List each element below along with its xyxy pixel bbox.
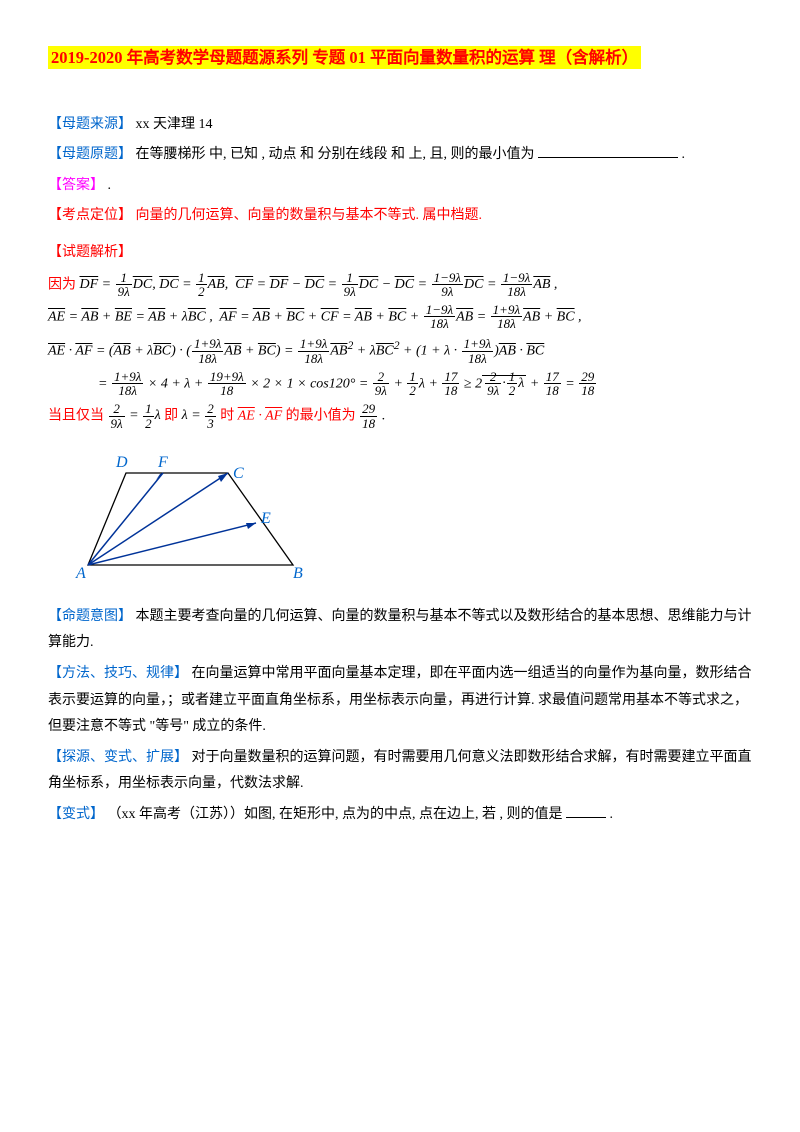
analysis-row: 【试题解析】 (48, 240, 752, 267)
variant-row: 【变式】 （xx 年高考（江苏））如图, 在矩形中, 点为的中点, 点在边上, … (48, 802, 752, 829)
location-row: 【考点定位】 向量的几何运算、向量的数量积与基本不等式. 属中档题. (48, 203, 752, 230)
equation-2: AE = AB + BE = AB + λBC , AF = AB + BC +… (48, 303, 752, 331)
equation-5: 当且仅当 29λ = 12λ 即 λ = 23 时 AE · AF 的最小值为 … (48, 402, 752, 430)
trapezoid-figure: A B C D E F (68, 445, 752, 596)
blank-line-2 (566, 817, 606, 818)
orig-label: 【母题原题】 (48, 147, 132, 162)
answer-text: . (108, 178, 112, 193)
eq-close: 当且仅当 (48, 408, 104, 423)
eq-close-end: 时 (220, 408, 234, 423)
source-row: 【母题来源】 xx 天津理 14 (48, 112, 752, 139)
eq-close-tail: 的最小值为 (286, 408, 356, 423)
method-label: 【方法、技巧、规律】 (48, 666, 188, 681)
loc-text: 向量的几何运算、向量的数量积与基本不等式. 属中档题. (136, 208, 483, 223)
svg-text:A: A (75, 565, 86, 582)
doc-title: 2019-2020 年高考数学母题题源系列 专题 01 平面向量数量积的运算 理… (48, 46, 641, 69)
orig-tail: . (682, 147, 686, 162)
equation-4: = 1+9λ18λ × 4 + λ + 19+9λ18 × 2 × 1 × co… (48, 370, 752, 398)
intent-label: 【命题意图】 (48, 609, 132, 624)
equation-1: 因为 DF = 19λDC, DC = 12AB, CF = DF − DC =… (48, 271, 752, 299)
variant-text: （xx 年高考（江苏））如图, 在矩形中, 点为的中点, 点在边上, 若 , 则… (108, 807, 563, 822)
answer-label: 【答案】 (48, 178, 104, 193)
source-text: xx 天津理 14 (136, 117, 213, 132)
spacer (48, 78, 752, 108)
eq-prefix: 因为 (48, 277, 76, 292)
eq-close-mid: 即 (164, 408, 178, 423)
svg-text:D: D (115, 454, 128, 471)
intent-text: 本题主要考查向量的几何运算、向量的数量积与基本不等式以及数形结合的基本思想、思维… (48, 609, 752, 651)
svg-text:C: C (233, 465, 244, 482)
explore-row: 【探源、变式、扩展】 对于向量数量积的运算问题，有时需要用几何意义法即数形结合求… (48, 745, 752, 798)
equation-3: AE · AF = (AB + λBC) · (1+9λ18λAB + BC) … (48, 335, 752, 366)
answer-row: 【答案】 . (48, 173, 752, 200)
orig-row: 【母题原题】 在等腰梯形 中, 已知 , 动点 和 分别在线段 和 上, 且, … (48, 142, 752, 169)
title-row: 2019-2020 年高考数学母题题源系列 专题 01 平面向量数量积的运算 理… (48, 42, 752, 74)
explore-label: 【探源、变式、扩展】 (48, 750, 188, 765)
method-row: 【方法、技巧、规律】 在向量运算中常用平面向量基本定理，即在平面内选一组适当的向… (48, 661, 752, 741)
svg-text:B: B (293, 565, 303, 582)
variant-tail: . (610, 807, 614, 822)
svg-text:F: F (157, 454, 168, 471)
variant-label: 【变式】 (48, 807, 104, 822)
source-label: 【母题来源】 (48, 117, 132, 132)
loc-label: 【考点定位】 (48, 208, 132, 223)
trapezoid-svg: A B C D E F (68, 445, 313, 585)
blank-line (538, 157, 678, 158)
orig-text: 在等腰梯形 中, 已知 , 动点 和 分别在线段 和 上, 且, 则的最小值为 (136, 147, 535, 162)
page: 2019-2020 年高考数学母题题源系列 专题 01 平面向量数量积的运算 理… (48, 42, 752, 829)
svg-text:E: E (260, 510, 271, 527)
intent-row: 【命题意图】 本题主要考查向量的几何运算、向量的数量积与基本不等式以及数形结合的… (48, 604, 752, 657)
analysis-label: 【试题解析】 (48, 245, 132, 260)
